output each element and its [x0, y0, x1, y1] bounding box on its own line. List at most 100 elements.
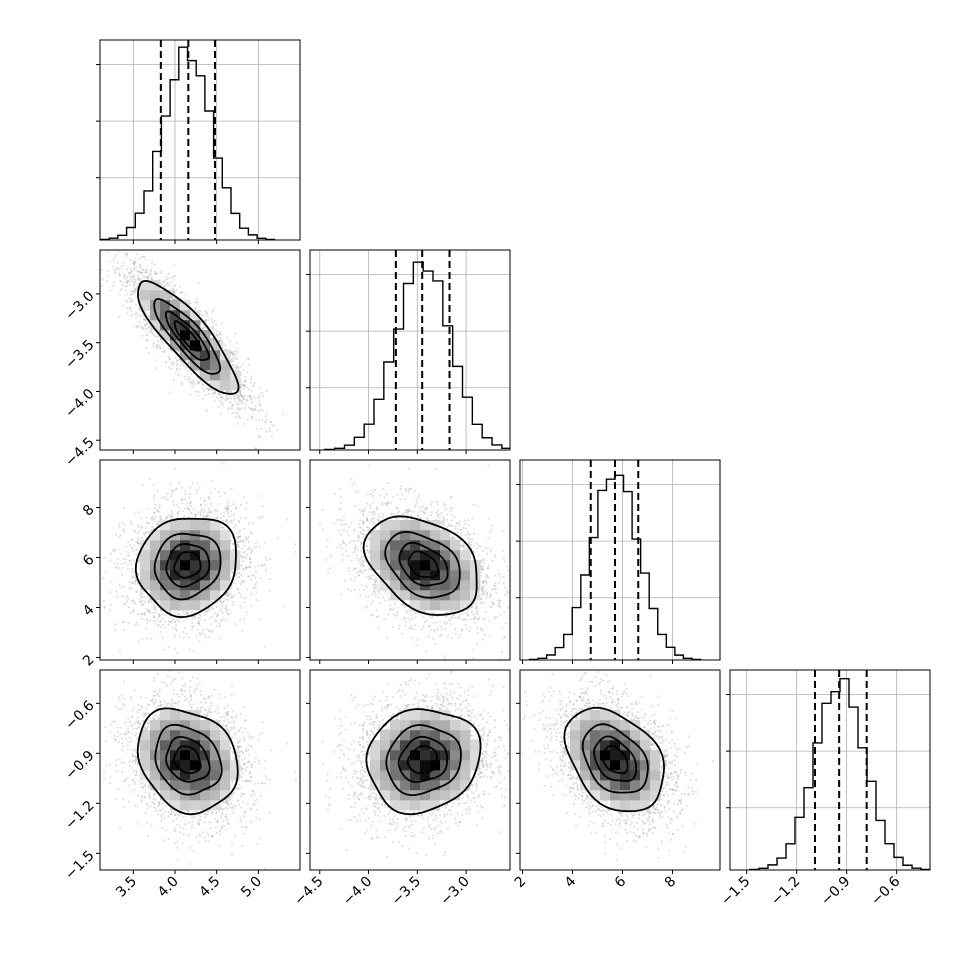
scatter-point: [171, 361, 173, 364]
scatter-point: [183, 613, 185, 616]
scatter-point: [114, 623, 117, 626]
scatter-point: [190, 383, 193, 385]
scatter-point: [252, 384, 255, 387]
density-bin: [190, 350, 201, 361]
scatter-point: [186, 505, 188, 508]
density-area: [99, 248, 289, 450]
scatter-point: [135, 311, 138, 314]
scatter-point: [124, 253, 127, 256]
density-bin: [160, 290, 171, 301]
scatter-point: [215, 333, 218, 336]
scatter-point: [247, 357, 249, 360]
scatter-point: [116, 261, 119, 264]
scatter-point: [168, 277, 171, 280]
scatter-point: [120, 534, 123, 537]
scatter-point: [152, 607, 155, 609]
scatter-point: [175, 368, 178, 371]
scatter-point: [180, 614, 183, 617]
scatter-point: [238, 572, 241, 575]
scatter-point: [138, 320, 141, 323]
scatter-point: [131, 550, 134, 553]
scatter-point: [237, 407, 240, 410]
scatter-point: [247, 358, 250, 360]
scatter-point: [102, 577, 105, 580]
scatter-point: [247, 395, 250, 398]
scatter-point: [210, 502, 213, 504]
scatter-point: [135, 590, 138, 593]
scatter-point: [191, 618, 194, 621]
scatter-point: [133, 288, 136, 290]
scatter-point: [150, 276, 153, 279]
scatter-point: [242, 541, 245, 543]
density-bin: [140, 300, 151, 311]
scatter-point: [125, 600, 128, 603]
scatter-point: [134, 303, 137, 306]
scatter-point: [191, 625, 194, 628]
scatter-point: [145, 516, 148, 519]
scatter-point: [223, 511, 226, 514]
scatter-point: [230, 359, 233, 362]
scatter-point: [247, 566, 250, 569]
scatter-point: [132, 610, 135, 613]
scatter-point: [214, 508, 217, 511]
scatter-point: [222, 612, 225, 615]
scatter-point: [133, 268, 136, 271]
scatter-point: [159, 346, 162, 349]
scatter-point: [248, 406, 251, 409]
scatter-point: [172, 291, 175, 294]
scatter-point: [163, 351, 166, 353]
scatter-point: [201, 632, 204, 635]
scatter-point: [99, 248, 101, 250]
scatter-point: [208, 507, 211, 510]
scatter-point: [206, 314, 209, 317]
scatter-point: [159, 516, 162, 519]
scatter-point: [248, 388, 251, 391]
scatter-point: [238, 396, 241, 399]
scatter-point: [139, 264, 142, 267]
scatter-point: [126, 280, 129, 283]
scatter-point: [240, 574, 243, 577]
density-bin: [140, 290, 151, 301]
scatter-point: [134, 531, 137, 533]
scatter-point: [127, 541, 130, 544]
scatter-point: [146, 619, 149, 622]
scatter-point: [150, 273, 153, 276]
scatter-point: [241, 401, 243, 404]
scatter-point: [247, 547, 250, 550]
scatter-point: [221, 322, 224, 325]
scatter-point: [237, 588, 239, 591]
scatter-point: [143, 318, 146, 321]
scatter-point: [165, 497, 168, 500]
scatter-point: [144, 533, 146, 536]
scatter-point: [123, 603, 126, 606]
scatter-point: [135, 541, 138, 543]
scatter-point: [231, 595, 233, 598]
scatter-point: [156, 345, 158, 348]
scatter-point: [140, 271, 143, 274]
scatter-point: [158, 612, 161, 615]
scatter-point: [184, 626, 187, 629]
scatter-point: [119, 552, 122, 555]
scatter-point: [190, 373, 193, 376]
scatter-point: [180, 381, 183, 384]
scatter-point: [190, 512, 193, 515]
scatter-point: [240, 383, 243, 386]
scatter-point: [210, 615, 213, 618]
scatter-point: [130, 293, 133, 296]
scatter-point: [181, 291, 183, 294]
scatter-point: [228, 340, 231, 343]
scatter-point: [234, 350, 237, 352]
scatter-point: [221, 344, 224, 347]
scatter-point: [187, 636, 190, 639]
scatter-point: [142, 532, 145, 535]
scatter-point: [185, 366, 188, 369]
scatter-point: [137, 277, 140, 280]
scatter-point: [123, 273, 126, 276]
scatter-point: [219, 625, 221, 628]
scatter-point: [130, 270, 133, 272]
scatter-point: [123, 602, 126, 605]
scatter-point: [249, 558, 251, 561]
scatter-point: [157, 343, 160, 346]
scatter-point: [272, 423, 275, 426]
scatter-point: [155, 272, 158, 275]
